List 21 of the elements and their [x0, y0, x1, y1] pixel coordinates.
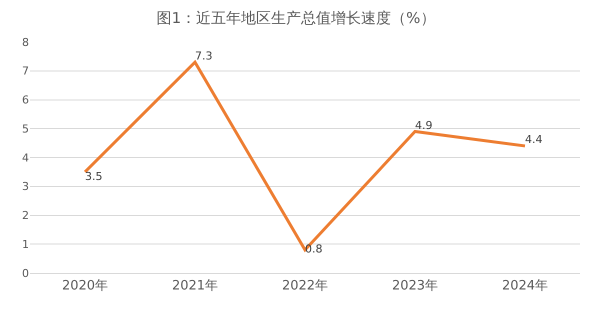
- data-label: 7.3: [195, 49, 212, 62]
- y-tick-label: 5: [22, 122, 29, 136]
- y-tick-label: 4: [22, 151, 29, 164]
- y-tick-label: 7: [22, 64, 29, 78]
- y-tick-label: 0: [22, 266, 29, 280]
- y-tick-label: 2: [22, 209, 29, 222]
- data-label: 3.5: [85, 170, 102, 184]
- chart-title: 图1：近五年地区生产总值增长速度（%）: [156, 8, 436, 27]
- data-label: 4.9: [415, 118, 432, 132]
- x-tick-label: 2023年: [392, 278, 438, 294]
- y-tick-label: 3: [22, 180, 29, 194]
- data-label: 4.4: [525, 133, 542, 146]
- y-tick-label: 1: [22, 238, 29, 251]
- line-series: [84, 60, 526, 252]
- x-tick-label: 2021年: [172, 278, 218, 294]
- y-tick-label: 6: [22, 94, 29, 107]
- x-tick-label: 2022年: [282, 278, 328, 294]
- y-tick-label: 8: [22, 36, 29, 49]
- data-label: 0.8: [305, 242, 322, 256]
- x-tick-label: 2020年: [62, 278, 108, 294]
- x-tick-label: 2024年: [502, 278, 548, 294]
